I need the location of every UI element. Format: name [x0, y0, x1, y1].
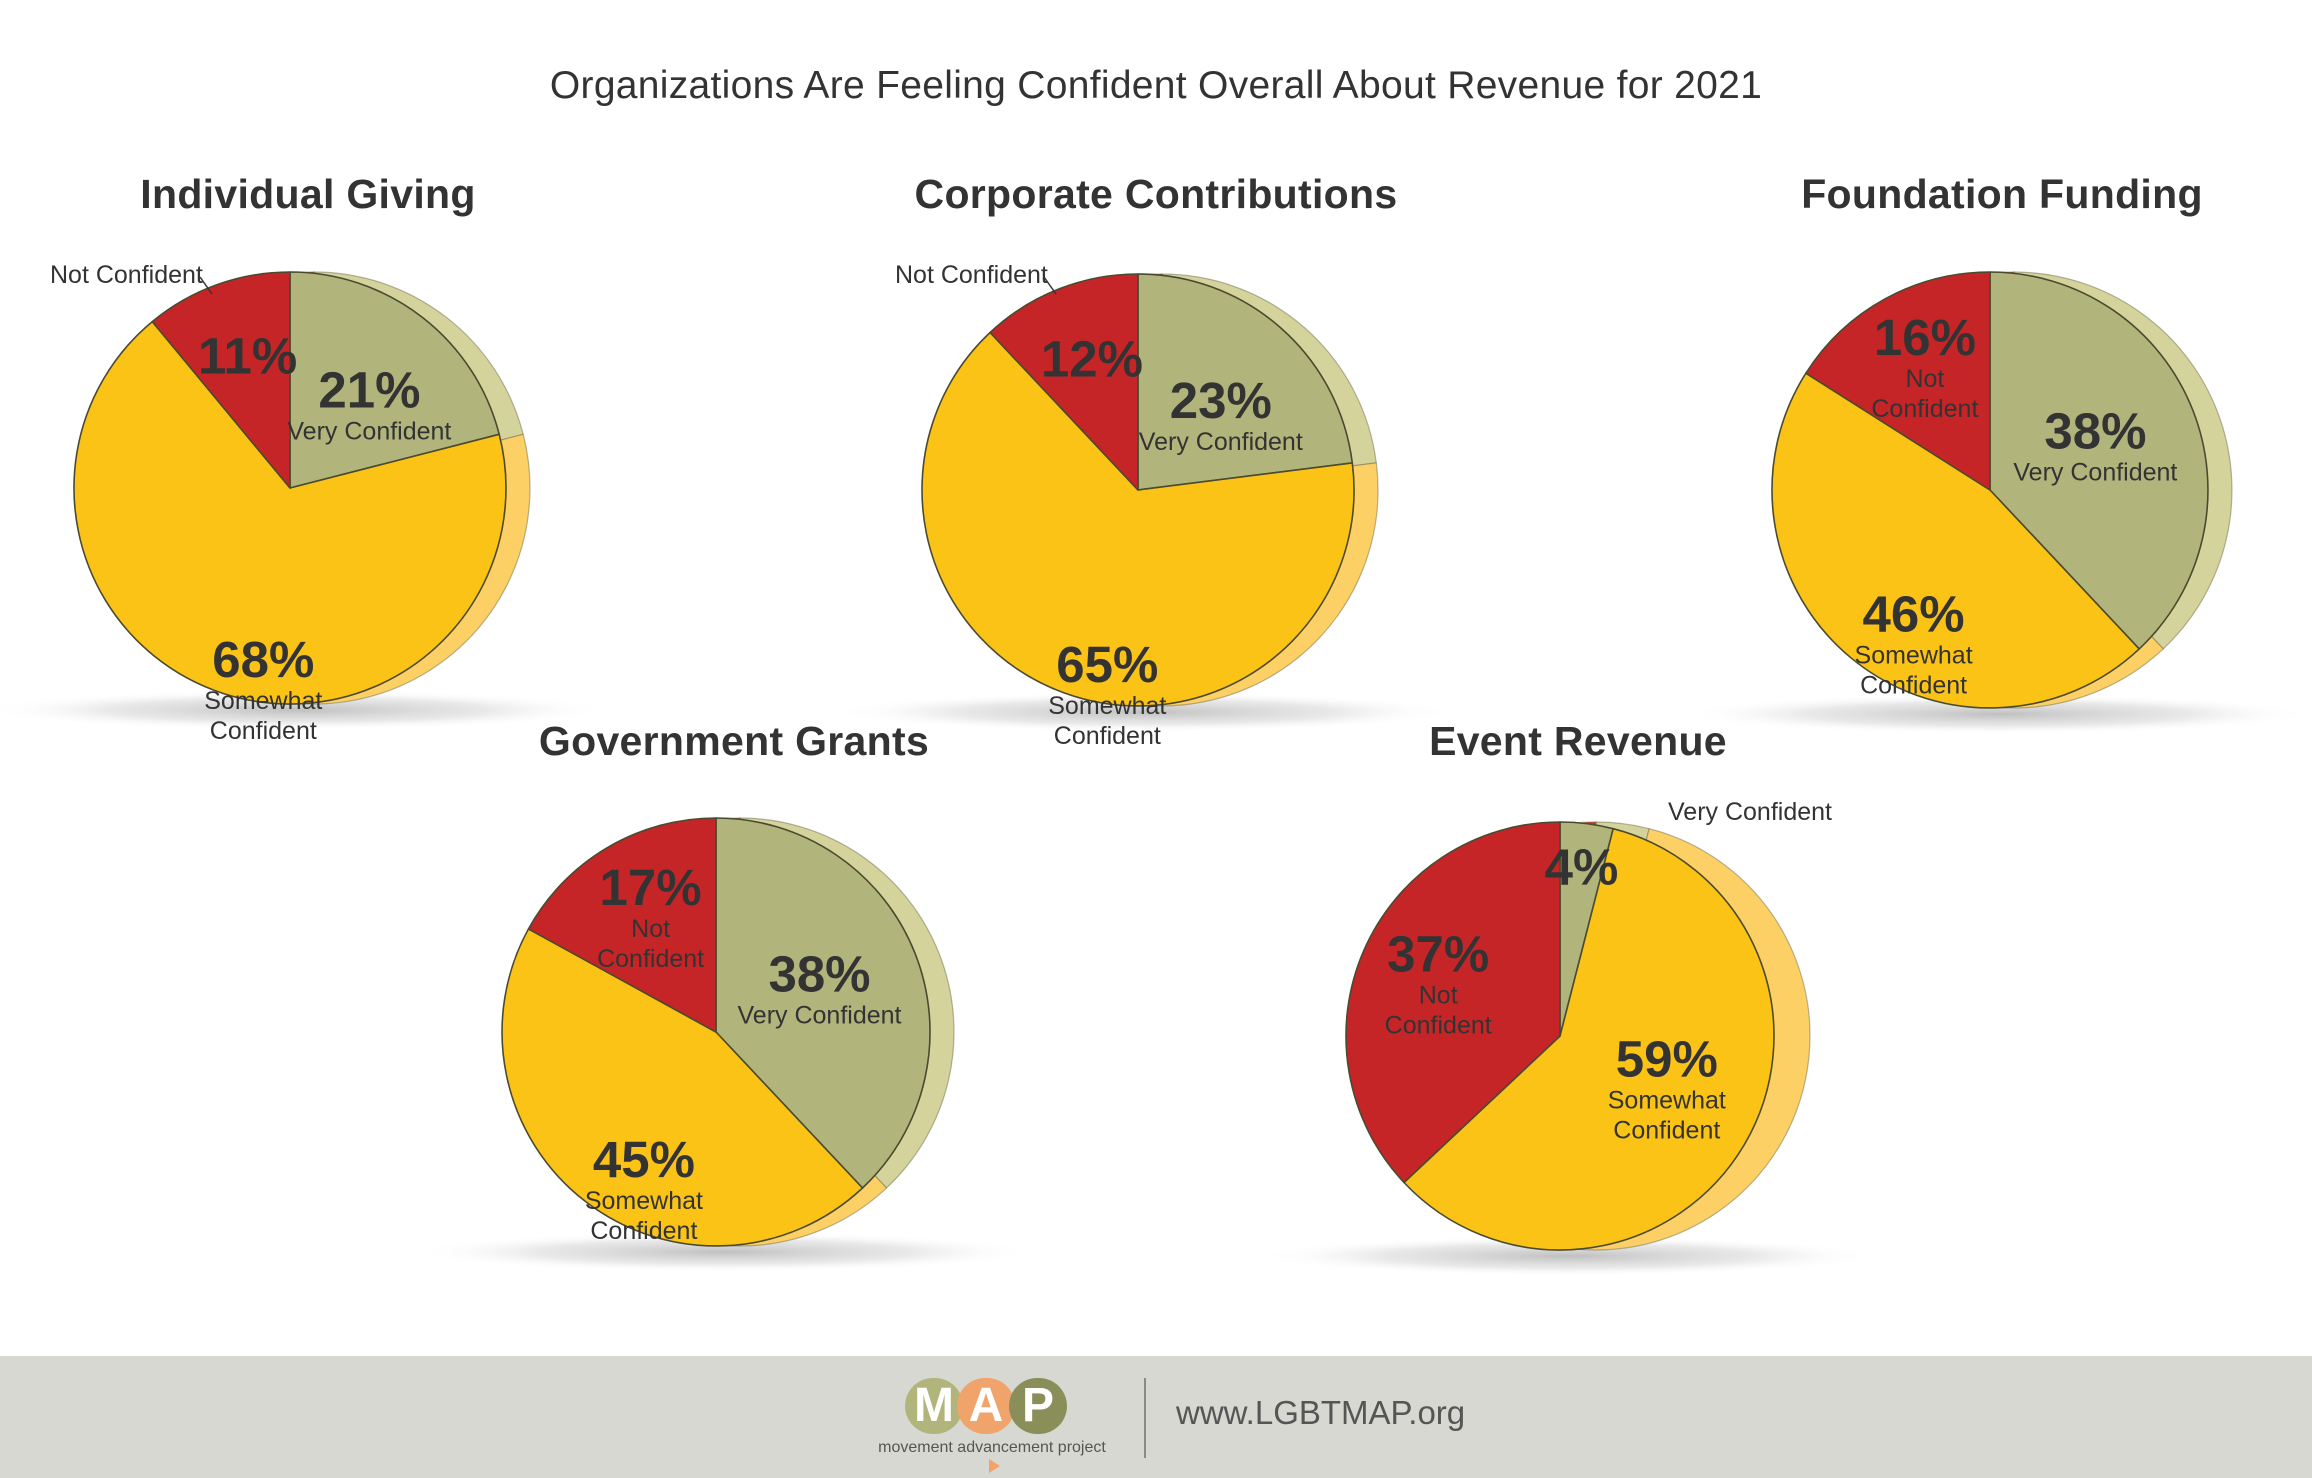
- pie-corporate-contributions-somewhat-confident-pct-label: 65%: [1056, 636, 1158, 693]
- pie-event-revenue-shadow: [1257, 1236, 1879, 1276]
- pie-government-grants-shadow: [413, 1232, 1035, 1272]
- pie-event-revenue-not-confident-label-line: Not: [1419, 981, 1458, 1009]
- pie-corporate-contributions-very-confident-label-line: Very Confident: [1139, 428, 1303, 456]
- footer: M A P movement advancement project www.L…: [0, 1356, 2312, 1478]
- pie-event-revenue-somewhat-confident-label-line: Confident: [1613, 1117, 1720, 1145]
- pie-foundation-funding-not-confident-label-line: Not: [1905, 365, 1944, 393]
- pie-individual-giving-somewhat-confident-label-line: Confident: [210, 717, 317, 745]
- pie-government-grants-title: Government Grants: [539, 718, 929, 764]
- map-logo: M A P: [905, 1378, 1067, 1434]
- logo-caption: movement advancement project: [872, 1439, 1112, 1475]
- logo-letter-a: A: [957, 1378, 1015, 1434]
- pie-individual-giving-very-confident-label-line: Very Confident: [287, 418, 451, 446]
- pie-individual-giving-somewhat-confident-pct-label: 68%: [212, 631, 314, 688]
- pie-government-grants: Government Grants 38%Very Confident 45%Som…: [413, 718, 1035, 1272]
- pie-individual-giving-very-confident-pct-label: 21%: [318, 362, 420, 419]
- pie-corporate-contributions-somewhat-confident-label-line: Somewhat: [1048, 692, 1166, 720]
- pie-government-grants-very-confident-pct-label: 38%: [768, 945, 870, 1002]
- pie-corporate-contributions-title: Corporate Contributions: [915, 171, 1398, 217]
- pie-event-revenue-slice-not-confident: [1345, 821, 1561, 1184]
- footer-divider: [1144, 1378, 1146, 1458]
- pie-event-revenue-very-confident-external-label: Very Confident: [1668, 798, 1832, 826]
- pie-corporate-contributions-slice-not-confident: [989, 273, 1139, 491]
- pie-foundation-funding-somewhat-confident-pct-label: 46%: [1863, 585, 1965, 642]
- pie-individual-giving-leader-line: [199, 276, 213, 295]
- pie-event-revenue: Event Revenue 4% Very Confident 59%Somewhat…: [1257, 718, 1879, 1276]
- pie-corporate-contributions-somewhat-confident-label-line: Confident: [1054, 722, 1161, 750]
- pie-corporate-contributions-leader-line: [1043, 276, 1057, 295]
- pie-corporate-contributions-slice-somewhat-confident: [921, 331, 1355, 707]
- pie-individual-giving-shadow: [0, 690, 612, 730]
- pie-foundation-funding-title: Foundation Funding: [1801, 171, 2203, 217]
- pie-individual-giving: Individual Giving 21%Very Confident 68%Som…: [0, 171, 612, 745]
- pie-government-grants-somewhat-confident-label-line: Somewhat: [585, 1187, 703, 1215]
- pie-government-grants-slice-somewhat-confident: [501, 928, 864, 1247]
- pie-individual-giving-not-confident-external-label: Not Confident: [50, 261, 203, 289]
- pie-government-grants-not-confident-label-line: Not: [631, 915, 670, 943]
- pie-corporate-contributions-not-confident-pct-label: 12%: [1041, 331, 1143, 388]
- pie-government-grants-very-confident-label-line: Very Confident: [738, 1001, 902, 1029]
- pie-event-revenue-title: Event Revenue: [1429, 718, 1727, 764]
- pie-foundation-funding-not-confident-pct-label: 16%: [1874, 309, 1976, 366]
- pie-corporate-contributions-shadow: [832, 692, 1460, 732]
- pie-foundation-funding-slice-very-confident: [1989, 271, 2209, 650]
- pie-foundation-funding-somewhat-confident-label-line: Somewhat: [1855, 641, 1973, 669]
- pie-corporate-contributions: Corporate Contributions 23%Very Confident…: [832, 171, 1460, 750]
- pie-government-grants-slice-not-confident: [527, 817, 717, 1033]
- pie-individual-giving-slice-somewhat-confident: [73, 320, 507, 705]
- pie-event-revenue-somewhat-confident-label-line: Somewhat: [1608, 1087, 1726, 1115]
- footer-url[interactable]: www.LGBTMAP.org: [1176, 1394, 1466, 1431]
- pie-foundation-funding-somewhat-confident-label-line: Confident: [1860, 671, 1967, 699]
- pie-individual-giving-somewhat-confident-label-line: Somewhat: [204, 687, 322, 715]
- logo-letter-m: M: [905, 1378, 963, 1434]
- pie-corporate-contributions-very-confident-pct-label: 23%: [1170, 372, 1272, 429]
- pie-corporate-contributions-slice-very-confident: [1137, 273, 1354, 491]
- pie-foundation-funding-very-confident-pct-label: 38%: [2044, 403, 2146, 460]
- pie-government-grants-not-confident-label-line: Confident: [597, 945, 704, 973]
- pie-event-revenue-not-confident-pct-label: 37%: [1387, 925, 1489, 982]
- pie-individual-giving-slice-very-confident: [289, 271, 500, 489]
- logo-caption-text: movement advancement project: [878, 1439, 1106, 1456]
- pie-government-grants-not-confident-pct-label: 17%: [600, 859, 702, 916]
- pie-foundation-funding-shadow: [1681, 694, 2312, 734]
- pie-foundation-funding-slice-somewhat-confident: [1771, 372, 2140, 709]
- pie-foundation-funding-very-confident-label-line: Very Confident: [2013, 459, 2177, 487]
- pie-event-revenue-not-confident-label-line: Confident: [1385, 1011, 1492, 1039]
- play-triangle-icon: [988, 1458, 1000, 1473]
- logo-letter-p: P: [1009, 1378, 1067, 1434]
- pie-event-revenue-slice-somewhat-confident: [1403, 827, 1775, 1251]
- pie-event-revenue-very-confident-pct-label: 4%: [1545, 838, 1619, 895]
- pie-corporate-contributions-not-confident-external-label: Not Confident: [895, 261, 1048, 289]
- pie-government-grants-slice-very-confident: [715, 817, 931, 1189]
- pie-foundation-funding: Foundation Funding 38%Very Confident 46%So…: [1681, 171, 2312, 734]
- pie-individual-giving-not-confident-pct-label: 11%: [198, 327, 297, 384]
- pie-foundation-funding-not-confident-label-line: Confident: [1871, 395, 1978, 423]
- pie-event-revenue-somewhat-confident-pct-label: 59%: [1616, 1031, 1718, 1088]
- pie-individual-giving-slice-not-confident: [151, 271, 291, 489]
- pie-government-grants-somewhat-confident-label-line: Confident: [590, 1217, 697, 1245]
- pie-government-grants-somewhat-confident-pct-label: 45%: [593, 1131, 695, 1188]
- main-title: Organizations Are Feeling Confident Over…: [549, 64, 1763, 107]
- pie-individual-giving-title: Individual Giving: [140, 171, 475, 217]
- pie-foundation-funding-slice-not-confident: [1805, 271, 1991, 491]
